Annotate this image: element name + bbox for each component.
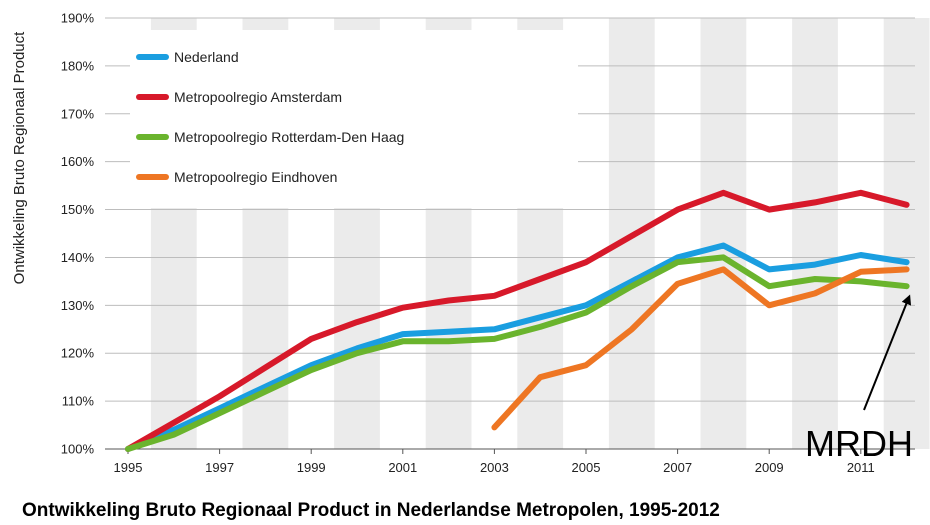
y-tick-label: 190% <box>61 11 95 26</box>
y-tick-label: 170% <box>61 106 95 121</box>
legend-label: Metropoolregio Eindhoven <box>174 169 337 185</box>
x-tick-label: 2003 <box>480 460 509 475</box>
year-band <box>700 18 747 449</box>
y-tick-label: 140% <box>61 250 95 265</box>
x-axis-ticks: 1995 1997 1999 2001 2003 2005 2007 2009 2011 <box>114 449 875 475</box>
chart-title: Ontwikkeling Bruto Regionaal Product in … <box>22 500 720 521</box>
x-tick-label: 1997 <box>205 460 234 475</box>
x-tick-label: 2011 <box>847 460 875 475</box>
y-tick-label: 110% <box>62 394 95 409</box>
legend-label: Metropoolregio Amsterdam <box>174 89 342 105</box>
x-tick-label: 1999 <box>297 460 326 475</box>
series-line-nederland <box>125 242 910 452</box>
y-tick-label: 150% <box>61 202 95 217</box>
y-tick-label: 180% <box>61 58 95 73</box>
legend-label: Metropoolregio Rotterdam-Den Haag <box>174 129 404 145</box>
y-axis-title: Ontwikkeling Bruto Regionaal Product <box>11 31 28 284</box>
y-tick-label: 130% <box>61 298 95 313</box>
series-line-metropoolregio-rotterdam-den-haag <box>125 254 910 452</box>
annotation-label: MRDH <box>805 423 913 464</box>
y-tick-label: 120% <box>61 346 95 361</box>
series-lines <box>125 189 910 452</box>
year-band <box>792 18 838 449</box>
x-tick-label: 2005 <box>572 460 601 475</box>
series-line-metropoolregio-amsterdam <box>125 189 910 452</box>
legend-label: Nederland <box>174 49 239 65</box>
series-line-metropoolregio-eindhoven <box>491 266 910 431</box>
annotation-arrow <box>863 294 912 411</box>
legend-box <box>130 30 578 208</box>
y-tick-label: 160% <box>61 154 95 169</box>
year-band <box>883 18 930 449</box>
x-tick-label: 2009 <box>755 460 784 475</box>
x-tick-label: 1995 <box>114 460 143 475</box>
legend: Nederland Metropoolregio Amsterdam Metropo… <box>130 30 578 208</box>
x-tick-label: 2001 <box>388 460 417 475</box>
mrdh-annotation: MRDH <box>805 294 913 464</box>
x-tick-label: 2007 <box>663 460 692 475</box>
y-tick-label: 100% <box>61 442 95 457</box>
y-axis-ticks: 100% 110% 120% 130% 140% 150% 160% 170% 180% 190% <box>61 11 95 457</box>
